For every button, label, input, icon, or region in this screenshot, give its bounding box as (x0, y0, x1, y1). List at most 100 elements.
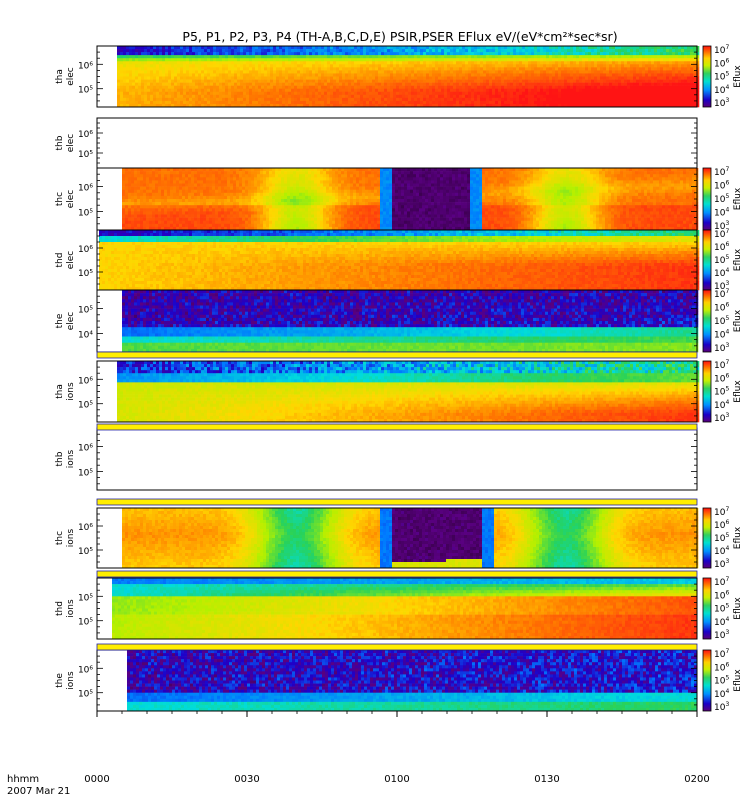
spectrogram-cell (149, 187, 152, 190)
spectrogram-cell (414, 98, 417, 101)
spectrogram-cell (149, 199, 152, 202)
spectrogram-cell (348, 89, 351, 92)
spectrogram-cell (324, 70, 327, 73)
spectrogram-cell (696, 52, 699, 55)
spectrogram-cell (522, 70, 525, 73)
spectrogram-cell (225, 61, 228, 64)
spectrogram-cell (459, 64, 462, 67)
spectrogram-cell (267, 49, 270, 52)
spectrogram-cell (528, 80, 531, 83)
spectrogram-cell (564, 92, 567, 95)
spectrogram-cell (237, 73, 240, 76)
spectrogram-cell (543, 80, 546, 83)
spectrogram-cell (369, 80, 372, 83)
spectrogram-cell (192, 61, 195, 64)
spectrogram-cell (183, 101, 186, 104)
spectrogram-cell (309, 89, 312, 92)
spectrogram-cell (501, 83, 504, 86)
spectrogram-cell (321, 61, 324, 64)
spectrogram-cell (321, 92, 324, 95)
spectrogram-cell (612, 64, 615, 67)
spectrogram-cell (564, 70, 567, 73)
spectrogram-cell (207, 49, 210, 52)
spectrogram-cell (186, 46, 189, 49)
spectrogram-cell (354, 55, 357, 58)
spectrogram-cell (669, 64, 672, 67)
spectrogram-cell (495, 77, 498, 80)
spectrogram-cell (137, 208, 140, 211)
spectrogram-cell (303, 64, 306, 67)
spectrogram-cell (315, 49, 318, 52)
spectrogram-cell (603, 101, 606, 104)
spectrogram-cell (279, 89, 282, 92)
spectrogram-cell (636, 98, 639, 101)
spectrogram-cell (201, 83, 204, 86)
spectrogram-cell (369, 95, 372, 98)
spectrogram-cell (266, 224, 269, 227)
spectrogram-cell (366, 98, 369, 101)
spectrogram-cell (222, 70, 225, 73)
spectrogram-cell (170, 199, 173, 202)
spectrogram-cell (272, 193, 275, 196)
spectrogram-cell (381, 73, 384, 76)
spectrogram-cell (630, 77, 633, 80)
spectrogram-cell (372, 92, 375, 95)
spectrogram-cell (200, 196, 203, 199)
spectrogram-cell (158, 187, 161, 190)
spectrogram-cell (200, 177, 203, 180)
spectrogram-cell (600, 83, 603, 86)
spectrogram-cell (327, 73, 330, 76)
spectrogram-cell (297, 80, 300, 83)
spectrogram-cell (171, 80, 174, 83)
spectrogram-cell (315, 98, 318, 101)
spectrogram-cell (159, 49, 162, 52)
spectrogram-cell (576, 70, 579, 73)
spectrogram-cell (198, 83, 201, 86)
spectrogram-cell (269, 193, 272, 196)
spectrogram-cell (564, 55, 567, 58)
spectrogram-cell (242, 215, 245, 218)
spectrogram-cell (651, 55, 654, 58)
spectrogram-cell (402, 92, 405, 95)
spectrogram-cell (185, 177, 188, 180)
spectrogram-cell (180, 92, 183, 95)
spectrogram-cell (513, 92, 516, 95)
spectrogram-cell (315, 92, 318, 95)
spectrogram-cell (369, 55, 372, 58)
spectrogram-cell (143, 218, 146, 221)
spectrogram-cell (348, 70, 351, 73)
spectrogram-cell (275, 177, 278, 180)
spectrogram-cell (129, 77, 132, 80)
spectrogram-cell (456, 73, 459, 76)
spectrogram-cell (405, 61, 408, 64)
spectrogram-cell (507, 52, 510, 55)
spectrogram-cell (432, 98, 435, 101)
spectrogram-cell (195, 80, 198, 83)
spectrogram-cell (300, 77, 303, 80)
spectrogram-cell (237, 58, 240, 61)
spectrogram-cell (260, 177, 263, 180)
spectrogram-cell (321, 95, 324, 98)
spectrogram-cell (185, 199, 188, 202)
spectrogram-cell (429, 70, 432, 73)
spectrogram-cell (675, 80, 678, 83)
spectrogram-cell (591, 64, 594, 67)
spectrogram-cell (270, 58, 273, 61)
spectrogram-cell (441, 98, 444, 101)
spectrogram-cell (167, 174, 170, 177)
spectrogram-cell (561, 49, 564, 52)
spectrogram-cell (597, 73, 600, 76)
spectrogram-cell (153, 89, 156, 92)
spectrogram-cell (624, 77, 627, 80)
spectrogram-cell (663, 46, 666, 49)
spectrogram-cell (123, 98, 126, 101)
spectrogram-cell (264, 92, 267, 95)
spectrogram-cell (291, 89, 294, 92)
spectrogram-cell (206, 193, 209, 196)
spectrogram-cell (239, 224, 242, 227)
spectrogram-cell (690, 52, 693, 55)
spectrogram-cell (327, 98, 330, 101)
spectrogram-cell (282, 77, 285, 80)
spectrogram-cell (300, 95, 303, 98)
spectrogram-cell (444, 95, 447, 98)
